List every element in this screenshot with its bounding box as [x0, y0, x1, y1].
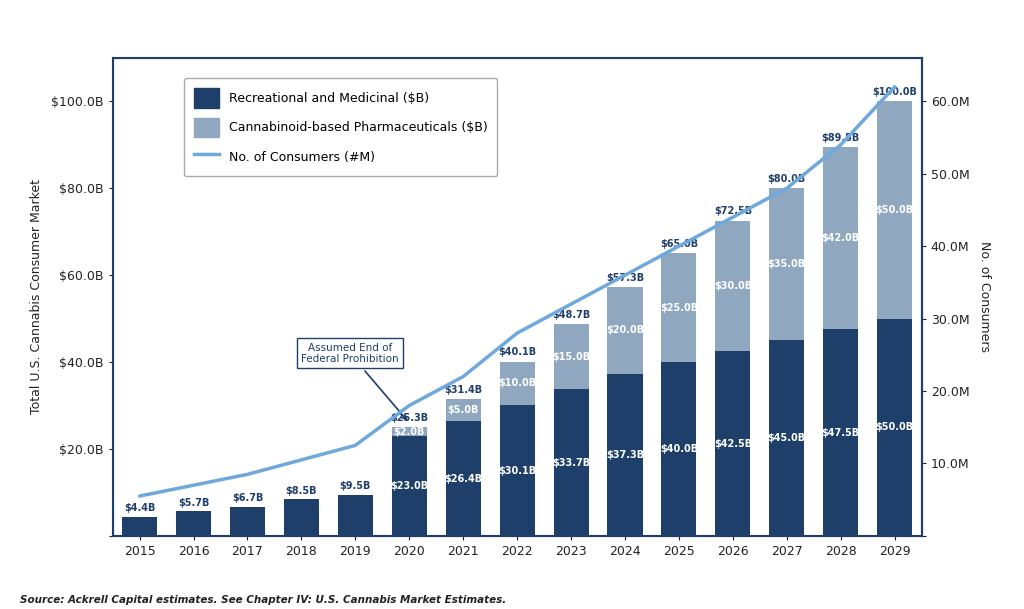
Bar [823, 329, 858, 536]
Bar [392, 436, 427, 536]
Text: $80.0B: $80.0B [768, 174, 806, 184]
Text: $4.4B: $4.4B [124, 503, 156, 513]
Y-axis label: Total U.S. Cannabis Consumer Market: Total U.S. Cannabis Consumer Market [30, 180, 43, 414]
Text: $10.0B: $10.0B [498, 378, 537, 389]
Bar [607, 374, 642, 536]
Text: Source: Ackrell Capital estimates. See Chapter IV: U.S. Cannabis Market Estimate: Source: Ackrell Capital estimates. See C… [20, 595, 507, 605]
Bar [662, 362, 696, 536]
Text: $42.0B: $42.0B [821, 233, 860, 243]
Text: $9.5B: $9.5B [340, 481, 371, 491]
Bar [122, 517, 157, 536]
Bar [878, 319, 912, 536]
Text: $31.4B: $31.4B [444, 385, 482, 395]
Y-axis label: No. of Consumers: No. of Consumers [978, 241, 990, 353]
Text: $50.0B: $50.0B [876, 422, 913, 432]
Bar [769, 340, 804, 536]
Text: $30.0B: $30.0B [714, 281, 752, 291]
Text: $100.0B: $100.0B [872, 87, 918, 97]
Text: Total U.S. Cannabis Consumer Market: Total U.S. Cannabis Consumer Market [322, 20, 702, 38]
Bar [392, 428, 427, 436]
Text: $25.0B: $25.0B [659, 303, 698, 313]
Text: $2.0B: $2.0B [393, 427, 425, 437]
Text: $15.0B: $15.0B [552, 352, 590, 362]
Bar [554, 390, 589, 536]
Bar [445, 421, 480, 536]
Text: $25.3B: $25.3B [390, 413, 428, 423]
Text: $47.5B: $47.5B [821, 428, 860, 438]
Text: $89.5B: $89.5B [821, 133, 860, 143]
Text: $26.4B: $26.4B [444, 474, 482, 484]
Text: $65.0B: $65.0B [659, 239, 698, 249]
Bar [230, 507, 265, 536]
Text: $23.0B: $23.0B [390, 481, 428, 491]
Text: $40.1B: $40.1B [498, 347, 537, 357]
Bar [607, 287, 642, 374]
Text: $37.3B: $37.3B [606, 450, 644, 460]
Text: $45.0B: $45.0B [768, 433, 806, 443]
Text: $72.5B: $72.5B [714, 206, 752, 216]
Bar [716, 351, 751, 536]
Bar [769, 188, 804, 340]
Bar [823, 147, 858, 329]
Bar [662, 253, 696, 362]
Text: Assumed End of
Federal Prohibition: Assumed End of Federal Prohibition [301, 343, 407, 420]
Text: $50.0B: $50.0B [876, 205, 913, 215]
Text: $5.0B: $5.0B [447, 406, 479, 415]
Bar [445, 400, 480, 421]
Bar [176, 511, 211, 536]
Bar [716, 221, 751, 351]
Text: $6.7B: $6.7B [231, 493, 263, 503]
Bar [284, 499, 318, 536]
Text: $20.0B: $20.0B [606, 325, 644, 336]
Bar [338, 495, 373, 536]
Text: $35.0B: $35.0B [768, 259, 806, 269]
Bar [878, 101, 912, 319]
Bar [554, 324, 589, 390]
Text: $48.7B: $48.7B [552, 310, 590, 320]
Text: $5.7B: $5.7B [178, 498, 209, 508]
Text: $8.5B: $8.5B [286, 485, 317, 496]
Text: $30.1B: $30.1B [498, 465, 537, 476]
Text: $33.7B: $33.7B [552, 458, 590, 468]
Text: $57.3B: $57.3B [606, 273, 644, 283]
Bar [500, 362, 535, 405]
Legend: Recreational and Medicinal ($B), Cannabinoid-based Pharmaceuticals ($B), No. of : Recreational and Medicinal ($B), Cannabi… [183, 79, 498, 177]
Bar [500, 405, 535, 536]
Text: $40.0B: $40.0B [659, 444, 698, 454]
Text: $42.5B: $42.5B [714, 438, 752, 449]
